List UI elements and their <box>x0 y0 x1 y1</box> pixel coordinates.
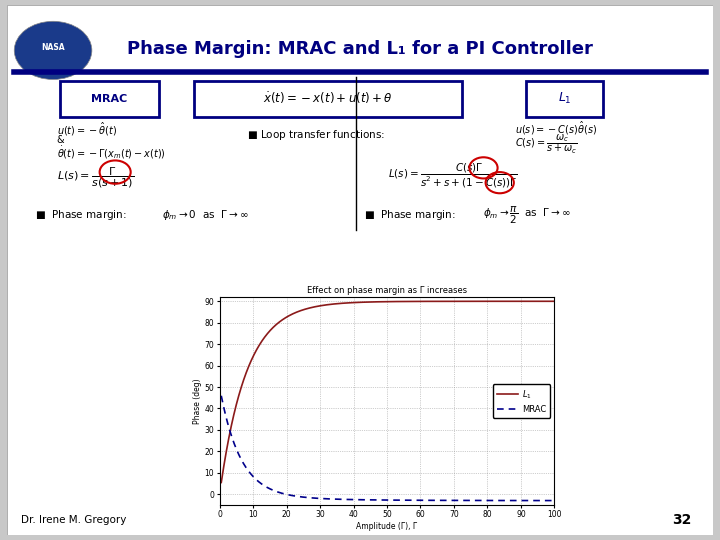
Text: MRAC: MRAC <box>91 93 127 104</box>
FancyBboxPatch shape <box>526 80 603 117</box>
MRAC <box>541 497 549 504</box>
Legend: $L_1$, MRAC: $L_1$, MRAC <box>492 384 550 418</box>
$L_1$ <box>217 480 225 486</box>
Text: $u(t) = -\hat{\theta}(t)$: $u(t) = -\hat{\theta}(t)$ <box>57 121 117 138</box>
MRAC <box>217 393 225 399</box>
Text: NASA: NASA <box>41 43 65 52</box>
X-axis label: Amplitude (Γ), Γ: Amplitude (Γ), Γ <box>356 522 418 531</box>
Line: MRAC: MRAC <box>221 396 554 501</box>
$L_1$ <box>541 298 549 305</box>
Text: $\dot{x}(t) = -x(t) + u(t) + \theta$: $\dot{x}(t) = -x(t) + u(t) + \theta$ <box>264 91 393 106</box>
MRAC <box>480 497 488 504</box>
Title: Effect on phase margin as Γ increases: Effect on phase margin as Γ increases <box>307 286 467 295</box>
Text: $\blacksquare$ Loop transfer functions:: $\blacksquare$ Loop transfer functions: <box>247 128 385 142</box>
Text: $\blacksquare$  Phase margin:: $\blacksquare$ Phase margin: <box>364 208 455 222</box>
MRAC <box>540 497 549 504</box>
$L_1$ <box>379 299 387 305</box>
Text: $\phi_m \rightarrow 0$  as  $\Gamma \rightarrow \infty$: $\phi_m \rightarrow 0$ as $\Gamma \right… <box>163 208 249 222</box>
MRAC <box>370 497 379 503</box>
MRAC <box>234 450 243 457</box>
Y-axis label: Phase (deg): Phase (deg) <box>192 378 202 424</box>
Text: &: & <box>57 136 64 145</box>
Text: Dr. Irene M. Gregory: Dr. Irene M. Gregory <box>22 515 127 525</box>
Text: $u(s) = -C(s)\hat{\theta}(s)$: $u(s) = -C(s)\hat{\theta}(s)$ <box>516 119 598 137</box>
MRAC <box>379 497 387 503</box>
Text: $\phi_m \rightarrow \dfrac{\pi}{2}$  as  $\Gamma \rightarrow \infty$: $\phi_m \rightarrow \dfrac{\pi}{2}$ as $… <box>484 205 572 226</box>
Text: Phase Margin: MRAC and L₁ for a PI Controller: Phase Margin: MRAC and L₁ for a PI Contr… <box>127 40 593 58</box>
MRAC <box>550 497 559 504</box>
$L_1$ <box>480 298 488 305</box>
$L_1$ <box>370 299 379 305</box>
$L_1$ <box>550 298 559 305</box>
Text: $L(s) = \dfrac{\Gamma}{s(s+1)}$: $L(s) = \dfrac{\Gamma}{s(s+1)}$ <box>57 165 134 190</box>
Text: 32: 32 <box>672 513 692 527</box>
FancyBboxPatch shape <box>60 80 159 117</box>
Line: $L_1$: $L_1$ <box>221 301 554 483</box>
Circle shape <box>14 21 92 79</box>
$L_1$ <box>234 394 243 401</box>
$L_1$ <box>540 298 549 305</box>
Text: $\dot{\theta}(t) = -\Gamma(x_m(t) - x(t))$: $\dot{\theta}(t) = -\Gamma(x_m(t) - x(t)… <box>57 144 166 161</box>
Text: $C(s) = \dfrac{\omega_c}{s + \omega_c}$: $C(s) = \dfrac{\omega_c}{s + \omega_c}$ <box>516 132 578 156</box>
Text: $\blacksquare$  Phase margin:: $\blacksquare$ Phase margin: <box>35 208 127 222</box>
FancyBboxPatch shape <box>194 80 462 117</box>
Text: $L(s) = \dfrac{C(s)\Gamma}{s^2 + s + (1 - C(s))\Gamma}$: $L(s) = \dfrac{C(s)\Gamma}{s^2 + s + (1 … <box>388 162 518 190</box>
Text: $L_1$: $L_1$ <box>558 91 572 106</box>
